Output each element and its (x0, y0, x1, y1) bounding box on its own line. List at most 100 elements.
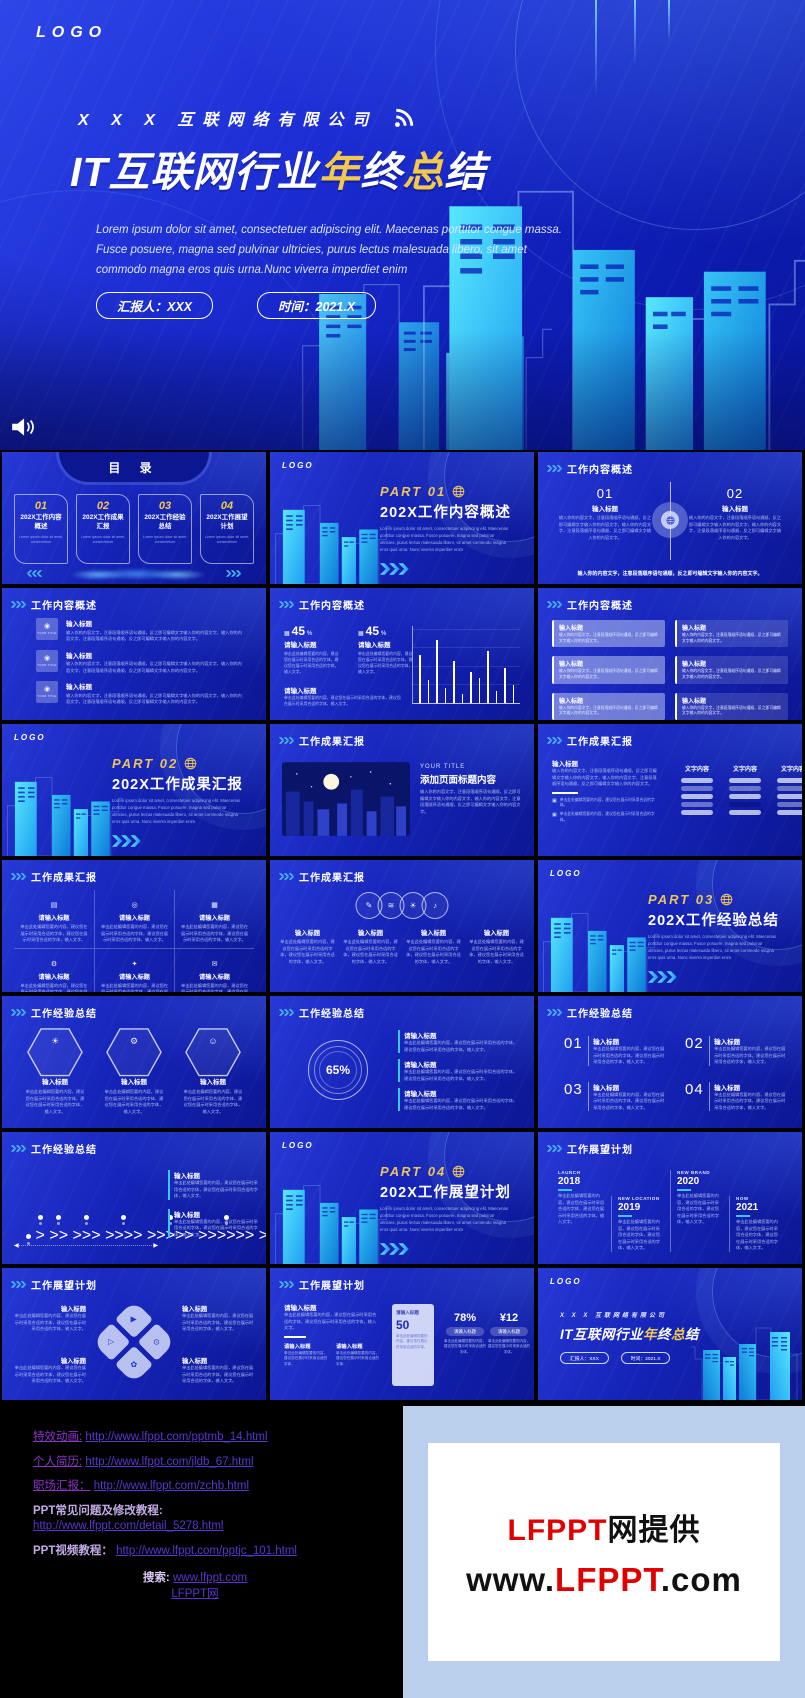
toc-item-number: 03 (158, 500, 172, 512)
dot (168, 1222, 172, 1226)
chevrons-icon (11, 873, 27, 880)
title-pill: 输入标题 输入你的内容文字，注意段落顺序语句通顺，反之即可编辑文字输入你的内容文… (552, 620, 665, 648)
equalizer-pill (777, 802, 802, 807)
list-items: ◉ YOUR TITLE 输入标题 输入你的内容文字，注意段落顺序语句通顺，反之即… (36, 618, 250, 706)
list-item: 输入标题 单击此处编辑您要的内容，建议您在展示时采用合适的字体，建议您在展示时采用… (168, 1208, 258, 1238)
list-item: 请输入标题 单击此处编辑您要的内容，建议您在展示时采用合适的字体，建议您在展示时采… (398, 1059, 520, 1082)
divider-line (552, 791, 578, 794)
footer-link-url[interactable]: http://www.lfppt.com/zchb.html (93, 1480, 250, 1493)
body-text: 输入你的内容文字，注意段落顺序语句通顺，反之即可编辑文字输入你的内容文字，输入你… (558, 515, 652, 540)
milestone-year: 2018 (558, 1176, 581, 1187)
list-item: ◉ YOUR TITLE 输入标题 输入你的内容文字，注意段落顺序语句通顺，反之即… (36, 681, 250, 706)
pill-body: 输入你的内容文字，注意段落顺序语句通顺，反之即可编辑文字输入你的内容文字。 (682, 633, 781, 643)
bullet-icon: ▣ (552, 797, 557, 804)
body-text: 单击此处编辑您要的内容，建议您在展示时采用合适的字体，建议您在展示时采用合适的字… (25, 1089, 85, 1114)
toc-title: 目 录 (108, 460, 160, 475)
bar-chart (412, 626, 520, 704)
pill-body: 输入你的内容文字，注意段落顺序语句通顺，反之即可编辑文字输入你的内容文字。 (559, 633, 658, 643)
search-link[interactable]: www.lfppt.com (172, 1572, 248, 1585)
chevrons-icon (279, 1009, 295, 1016)
shade-overlay (0, 330, 805, 450)
chevrons-icon (648, 970, 677, 983)
equalizer-column: 文字内容 (776, 764, 802, 818)
body-text: 单击此处编辑您要的内容，建议您在展示时采用合适的字体。 (284, 1350, 328, 1366)
title-segment: 终 (657, 1327, 671, 1342)
milestone-2019: NEW LOCATION 2019 单击此处编辑您要的内容，建议您在展示时采用合… (611, 1196, 670, 1252)
pill-title: 输入标题 (559, 662, 584, 669)
footer-link-label[interactable]: 职场汇报： (33, 1480, 91, 1493)
slide-header: 工作展望计划 (11, 1277, 97, 1292)
dot (38, 1222, 42, 1226)
bar (478, 678, 481, 703)
slide-thumbnail-20: 工作展望计划 ▶ ⊙ ▷ ✿ 输入标题 单击此处编辑您要的内容，建议您在展示时采用… (2, 1268, 266, 1400)
item-title: 输入标题 (66, 621, 92, 628)
right-arrow-icon: ▶ (153, 1243, 158, 1249)
numbered-item: 01 输入标题 单击此处编辑您要的内容，建议您在展示时采用合适的字体，建议您在展示… (564, 1036, 667, 1066)
item-title: 输入标题 (174, 1211, 200, 1219)
body-text: 单击此处编辑您要的内容，建议您在展示时采用合适的字体，建议您在展示时采用合适的字… (181, 982, 248, 993)
slide-thumbnail-8: LOGO PART 02 202X工作成果汇报 Lorem ipsum dolo… (2, 724, 266, 856)
body-text: 单击此处编辑您要的内容，建议您在展示时采用合适的字体，建议您在展示时采用合适的字… (677, 1193, 719, 1224)
item-number: 01 (564, 1035, 583, 1052)
slide-thumbnail-11: 工作成果汇报 ▤ 请输入标题 单击此处编辑您要的内容，建议您在展示时采用合适的字… (2, 860, 266, 992)
dot (122, 1222, 126, 1226)
bell-icon: ♪ (433, 901, 437, 910)
footer-link-url[interactable]: http://www.lfppt.com/detail_5278.html (33, 1520, 224, 1533)
slide-title: 工作展望计划 (299, 1281, 365, 1292)
toc-item-title: 202X工作经验总结 (144, 514, 186, 530)
item-title: 输入标题 (182, 1358, 208, 1365)
dot (57, 1222, 61, 1226)
promo-panel: LFPPT网提供 www.LFPPT.com (403, 1406, 805, 1698)
footer-link-label[interactable]: 个人简历: (33, 1455, 83, 1468)
search-link[interactable]: LFPPT网 (171, 1587, 219, 1600)
part-number: PART 01 (380, 484, 447, 499)
dot (27, 1242, 30, 1245)
timeline: LAUNCH 2018 单击此处编辑您要的内容，建议您在展示时采用合适的字体，建… (552, 1170, 788, 1252)
bullet-text: 单击此处编辑您要的内容，建议您在展示时采用合适的字体。 (559, 811, 655, 822)
title-segment: 年 (643, 1327, 657, 1342)
city-night-image (282, 762, 410, 836)
toc-title-banner: 目 录 (59, 452, 209, 482)
body-text: 输入你的内容文字，注意段落顺序语句通顺，反之即可编辑文字输入你的内容文字，输入你… (552, 768, 657, 786)
your-title-label: YOUR TITLE (37, 631, 57, 635)
section-text-block: PART 03 202X工作经验总结 Lorem ipsum dolor sit… (648, 892, 796, 988)
footer-link-url[interactable]: http://www.lfppt.com/pptmb_14.html (85, 1431, 268, 1443)
dot (85, 1222, 89, 1226)
stat-value: ¥12 (499, 1312, 519, 1324)
feature-title: 请输入标题 (38, 973, 70, 981)
sub-item: 请输入标题 单击此处编辑您要的内容，建议您在展示时采用合适的字体。 (336, 1342, 380, 1368)
body-text: 单击此处编辑您要的内容，建议您在展示时采用合适的字体，建议您在展示时采用合适的字… (182, 1313, 254, 1331)
promo-text-segment: LFPPT (555, 1561, 661, 1598)
bar (461, 693, 464, 703)
dot-cap (26, 1234, 31, 1240)
stat-icon: ▦ (284, 631, 290, 637)
body-text: 单击此处编辑您要的内容，建议您在展示时采用合适的字体，建议您在展示时采用合适的字… (284, 695, 401, 707)
feature-item: ▦ 请输入标题 单击此处编辑您要的内容，建议您在展示时采用合适的字体，建议您在展… (174, 890, 254, 948)
pill-title: 输入标题 (682, 626, 707, 632)
bar (487, 650, 489, 703)
city-skyline-illustration (272, 1152, 392, 1264)
ring-decoration (319, 1051, 357, 1089)
date-badge: 时间：2021.X (620, 1352, 671, 1364)
city-skyline-illustration (540, 880, 660, 992)
toc-item-title: 202X工作成果汇报 (82, 514, 124, 530)
medal-icon: ✦ (131, 960, 138, 968)
milestone-label: NOW (736, 1196, 749, 1201)
bar (427, 679, 430, 703)
footer-link-url[interactable]: http://www.lfppt.com/jldb_67.html (85, 1455, 254, 1468)
content-column-1: 01 输入标题 输入你的内容文字，注意段落顺序语句通顺，反之即可编辑文字输入你的… (558, 486, 652, 541)
footer-link-label[interactable]: 特效动画: (33, 1431, 83, 1443)
dot-column: >>>>>>> (259, 1215, 266, 1245)
body-text: 输入你的内容文字，注意段落顺序语句通顺，反之即可编辑文字输入你的内容文字，输入你… (66, 692, 242, 705)
item-title: 输入标题 (593, 1084, 620, 1092)
bar (444, 687, 447, 703)
item-number: 04 (685, 1080, 704, 1098)
text-column: 输入标题 单击此处编辑您要的内容，建议您在展示时采用合适的字体，建议您在展示时采用… (280, 928, 335, 965)
main-title: IT互联网行业年终总结 (70, 138, 486, 198)
quadrant-item: 输入标题 单击此处编辑您要的内容，建议您在展示时采用合适的字体，建议您在展示时采用… (14, 1356, 86, 1385)
section-title: 202X工作经验总结 (648, 913, 779, 929)
footer-link-url[interactable]: http://www.lfppt.com/pptjc_101.html (116, 1544, 297, 1557)
chevrons-icon (26, 570, 42, 577)
item-title: 输入标题 (722, 506, 748, 513)
footer-link-row: 特效动画: http://www.lfppt.com/pptmb_14.html (33, 1430, 393, 1446)
